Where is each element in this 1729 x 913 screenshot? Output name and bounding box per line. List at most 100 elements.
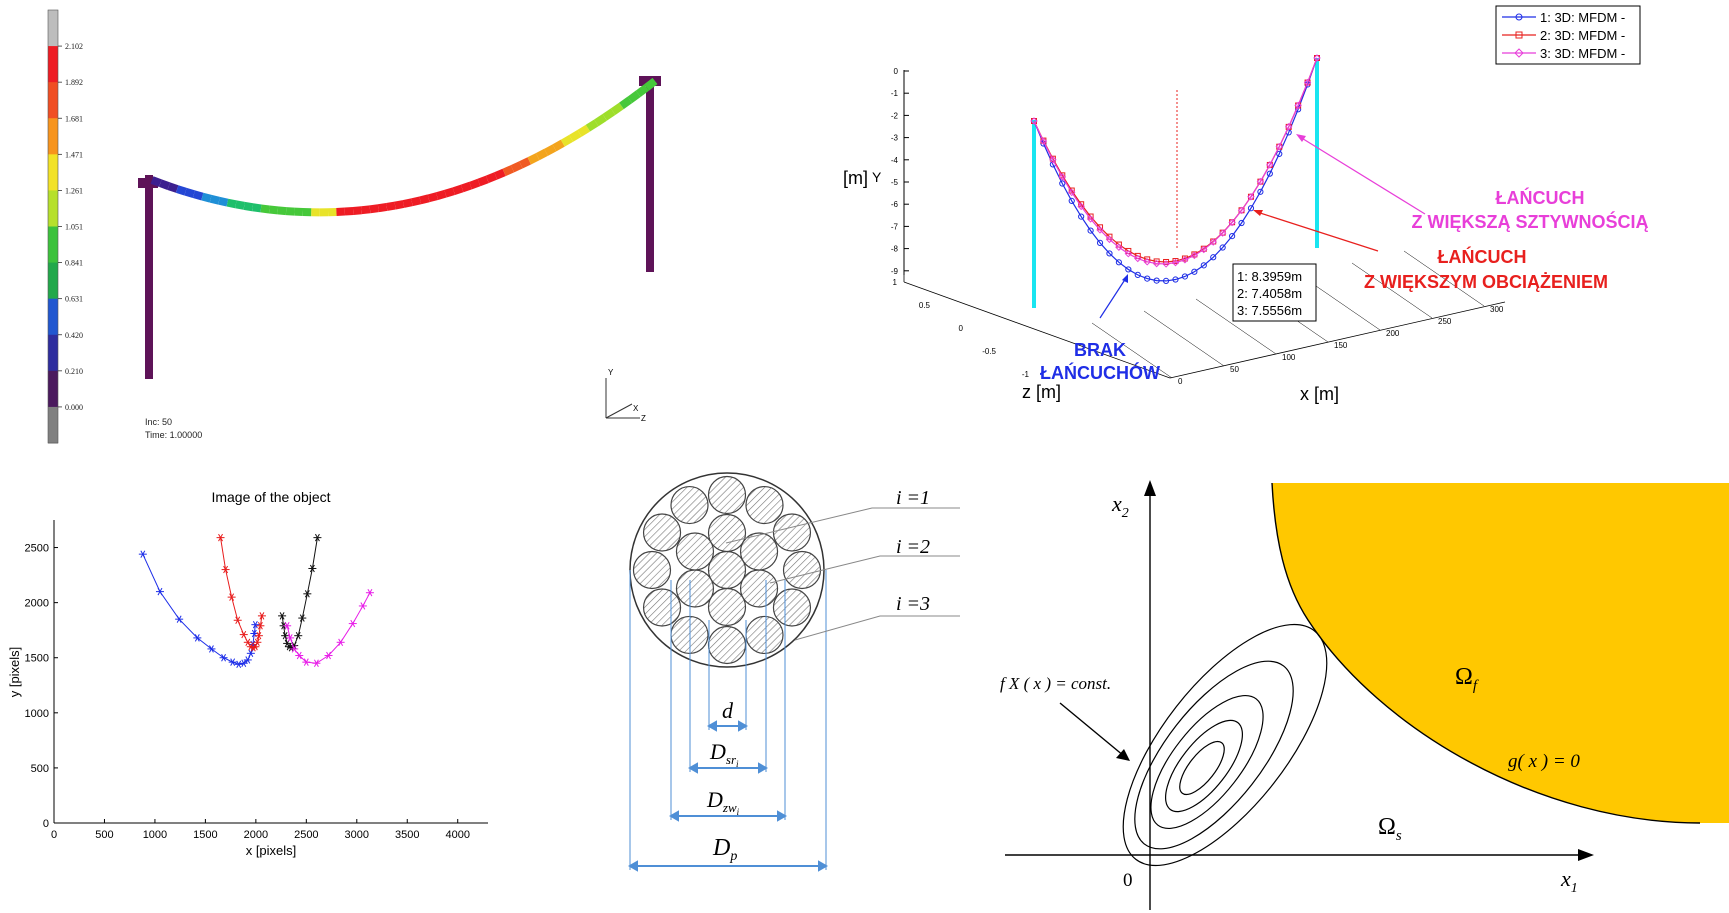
chain3d-panel: 1: 3D: MFDM -2: 3D: MFDM -3: 3D: MFDM - … bbox=[843, 5, 1649, 404]
star-stroke bbox=[245, 656, 251, 664]
x-tick-label: 2500 bbox=[294, 829, 318, 841]
fea-panel: 2.102 1.892 1.681 1.471 1.261 1.051 0.841 0.631… bbox=[47, 9, 661, 444]
wire bbox=[632, 550, 672, 590]
series-line bbox=[142, 553, 256, 665]
series-point bbox=[365, 589, 374, 597]
cable-segment bbox=[544, 144, 557, 156]
x-tick-label: 50 bbox=[1230, 365, 1239, 374]
cable-segment bbox=[175, 185, 187, 196]
star-stroke bbox=[284, 622, 290, 630]
cable-segment bbox=[435, 189, 447, 200]
chain-point bbox=[1124, 249, 1133, 258]
star-stroke bbox=[296, 651, 302, 660]
chain-point bbox=[1077, 202, 1085, 211]
chain-floor-axes bbox=[903, 275, 1506, 379]
wire bbox=[772, 513, 812, 552]
cable-segment bbox=[602, 108, 616, 121]
chain-point bbox=[1087, 227, 1094, 234]
label-layer-1: i =1 bbox=[896, 487, 930, 509]
x-tick-label: 100 bbox=[1282, 353, 1296, 362]
floor-grid-line bbox=[1403, 250, 1485, 307]
star-stroke bbox=[241, 659, 247, 667]
cable-segment bbox=[150, 176, 162, 187]
limit-state-label: g( x ) = 0 bbox=[1508, 751, 1580, 772]
chain-point bbox=[1257, 188, 1264, 195]
triad-y-label: Y bbox=[608, 368, 614, 377]
series-point bbox=[348, 619, 357, 628]
cable-segment bbox=[352, 206, 362, 215]
chain-zlabel: z [m] bbox=[1022, 382, 1061, 402]
series-point bbox=[283, 622, 292, 630]
density-contours bbox=[1122, 623, 1328, 867]
x-tick-label: 300 bbox=[1490, 305, 1504, 314]
star-stroke bbox=[313, 659, 319, 667]
chain-point bbox=[1266, 161, 1274, 169]
cable-segment bbox=[277, 206, 287, 216]
y-tick-label: 1000 bbox=[25, 708, 49, 720]
series-point bbox=[246, 649, 255, 658]
cable-segment bbox=[627, 90, 641, 104]
cable-segment bbox=[619, 96, 633, 110]
wire bbox=[782, 550, 822, 590]
limit-state-curve bbox=[1271, 482, 1701, 824]
scale-label: 2.102 bbox=[65, 42, 83, 51]
chain-point bbox=[1115, 243, 1123, 251]
chain-point bbox=[1228, 218, 1236, 227]
star-stroke bbox=[248, 649, 254, 658]
chain-point bbox=[1237, 206, 1246, 215]
cable-segment bbox=[594, 114, 607, 127]
wire bbox=[707, 587, 747, 627]
chain-point bbox=[1153, 277, 1160, 284]
x-tick-label: 250 bbox=[1438, 317, 1452, 326]
fx-leader-arrowhead bbox=[1116, 749, 1130, 761]
chain-point bbox=[1162, 277, 1170, 285]
cable-segment bbox=[502, 165, 515, 177]
series-point bbox=[175, 615, 184, 623]
chain-point bbox=[1276, 150, 1283, 157]
x-tick-label: 500 bbox=[95, 829, 113, 841]
cable-segment bbox=[402, 198, 413, 208]
y-tick-label: -9 bbox=[891, 267, 899, 276]
series-point bbox=[253, 638, 262, 647]
annotation-stiffer-1: ŁAŃCUCH bbox=[1496, 187, 1585, 208]
chain-series-line bbox=[1033, 57, 1318, 282]
chain-point bbox=[1039, 137, 1048, 145]
series-point bbox=[239, 630, 248, 639]
series-point bbox=[193, 634, 202, 642]
omega-s-label: Ωs bbox=[1378, 814, 1402, 844]
x-tick-label: 3500 bbox=[395, 829, 419, 841]
wire bbox=[675, 569, 715, 608]
series-point bbox=[219, 654, 228, 662]
series-point bbox=[254, 631, 263, 640]
star-stroke bbox=[295, 631, 301, 640]
pink-annotation-arrowhead bbox=[1296, 134, 1306, 142]
star-stroke bbox=[257, 622, 263, 630]
star-stroke bbox=[314, 533, 320, 542]
cable-segment bbox=[452, 184, 464, 195]
label-layer-2: i =2 bbox=[896, 536, 930, 558]
right-pole bbox=[646, 76, 654, 272]
cable-segment bbox=[252, 203, 262, 213]
star-stroke bbox=[350, 619, 356, 628]
label-layer-3: i =3 bbox=[896, 593, 930, 615]
scale-label: 1.681 bbox=[65, 114, 83, 123]
chain-point bbox=[1181, 256, 1189, 264]
annotation-no-chains-2: ŁAŃCUCHÓW bbox=[1040, 362, 1160, 383]
cable-segment bbox=[377, 203, 388, 213]
annotation-heavier-1: ŁAŃCUCH bbox=[1438, 246, 1527, 267]
cable-segment bbox=[167, 182, 179, 193]
floor-grid-line bbox=[1091, 322, 1173, 379]
series-point bbox=[228, 658, 237, 666]
y-tick-label: -4 bbox=[891, 156, 899, 165]
chain-point bbox=[1209, 238, 1217, 246]
origin-label: 0 bbox=[1123, 870, 1133, 891]
star-stroke bbox=[194, 634, 200, 642]
z-tick-label: 1 bbox=[893, 278, 898, 287]
series-point bbox=[278, 612, 287, 620]
wire bbox=[745, 615, 784, 655]
cable-segment bbox=[192, 190, 204, 201]
scale-band bbox=[48, 334, 58, 372]
cable-segment bbox=[218, 196, 229, 207]
cable-segment bbox=[460, 181, 472, 193]
